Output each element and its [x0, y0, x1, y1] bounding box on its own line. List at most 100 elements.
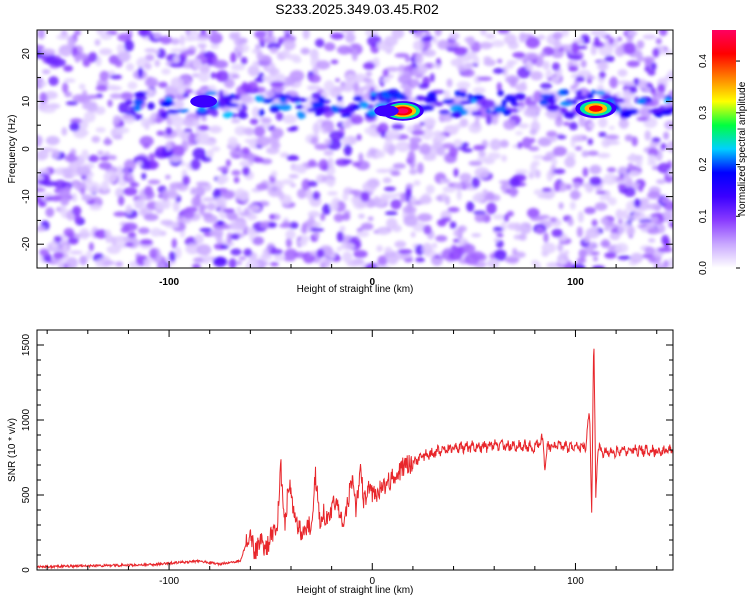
- heatmap-blob: [100, 180, 110, 192]
- y-tick-label: -10: [21, 189, 32, 204]
- heatmap-blob: [538, 214, 550, 220]
- heatmap-blob: [639, 197, 650, 203]
- heatmap-blob: [494, 249, 507, 261]
- heatmap-blob: [173, 55, 180, 64]
- heatmap-band-blob: [330, 105, 340, 113]
- heatmap-blob: [121, 113, 133, 120]
- heatmap-blob: [329, 200, 339, 212]
- heatmap-blob: [188, 30, 199, 37]
- heatmap-blob: [285, 229, 296, 240]
- heatmap-blob: [95, 127, 106, 133]
- heatmap-blob: [459, 172, 472, 183]
- heatmap-blob: [38, 168, 50, 175]
- heatmap-blob: [269, 262, 279, 267]
- heatmap-blob: [629, 153, 636, 162]
- heatmap-x-label: Height of straight line (km): [297, 284, 414, 295]
- heatmap-blob: [423, 117, 437, 127]
- heatmap-blob: [124, 242, 134, 247]
- heatmap-blob: [582, 167, 589, 178]
- heatmap-blob: [202, 212, 213, 219]
- heatmap-blob: [571, 134, 584, 143]
- heatmap-blob: [598, 131, 607, 138]
- heatmap-blob: [569, 201, 577, 210]
- heatmap-blob: [236, 260, 242, 265]
- heatmap-blob: [165, 141, 172, 151]
- heatmap-blob: [270, 81, 285, 88]
- heatmap-blob: [584, 207, 596, 215]
- heatmap-blob: [566, 183, 572, 190]
- heatmap-blob: [563, 121, 570, 127]
- heatmap-blob: [382, 177, 392, 184]
- y-tick-label: 1000: [21, 408, 32, 431]
- y-tick-label: 0: [21, 146, 32, 152]
- heatmap-blob: [515, 131, 523, 136]
- heatmap-blob: [269, 47, 279, 54]
- heatmap-band-blob: [434, 101, 444, 107]
- heatmap-blob: [192, 119, 200, 128]
- heatmap-blob: [125, 63, 135, 71]
- snr-background: [37, 330, 673, 570]
- heatmap-blob: [275, 112, 284, 121]
- heatmap-blob: [185, 30, 191, 37]
- heatmap-blob: [88, 52, 98, 63]
- heatmap-hot-spot: [374, 105, 399, 117]
- heatmap-blob: [375, 168, 391, 173]
- heatmap-blob: [54, 179, 67, 190]
- heatmap-blob: [576, 257, 587, 264]
- heatmap-blob: [647, 154, 656, 163]
- heatmap-band-blob: [452, 110, 463, 118]
- heatmap-band-blob: [424, 104, 435, 111]
- heatmap-blob: [649, 141, 658, 148]
- heatmap-blob: [386, 217, 398, 230]
- heatmap-blob: [301, 178, 311, 191]
- heatmap-band-blob: [648, 109, 661, 114]
- heatmap-blob: [56, 34, 71, 40]
- heatmap-blob: [236, 206, 242, 214]
- heatmap-blob: [633, 198, 641, 208]
- heatmap-band-blob: [258, 108, 265, 117]
- heatmap-blob: [556, 68, 562, 79]
- heatmap-blob: [197, 125, 210, 131]
- heatmap-blob: [224, 78, 235, 89]
- heatmap-blob: [307, 85, 316, 91]
- heatmap-blob: [117, 195, 125, 206]
- colorbar: 0.0 0.1 0.2 0.3 0.4 Normalized spectral ampl…: [698, 30, 748, 275]
- heatmap-blob: [412, 123, 423, 131]
- heatmap-hot-spot: [575, 99, 617, 119]
- heatmap-blob: [106, 245, 121, 255]
- heatmap-blob: [103, 171, 118, 183]
- heatmap-blob: [540, 82, 553, 90]
- heatmap-blob: [340, 242, 355, 251]
- heatmap-blob: [156, 48, 166, 59]
- y-tick-label: 500: [21, 486, 32, 503]
- heatmap-band-blob: [502, 109, 512, 116]
- heatmap-blob: [288, 221, 299, 229]
- heatmap-blob: [62, 167, 69, 174]
- heatmap-blob: [322, 203, 332, 215]
- heatmap-blob: [529, 128, 537, 136]
- heatmap-blob: [95, 84, 109, 92]
- heatmap-band-blob: [166, 109, 180, 115]
- heatmap-blob: [235, 43, 250, 53]
- heatmap-band-blob: [217, 99, 228, 108]
- heatmap-blob: [308, 74, 321, 83]
- colorbar-tick-label: 0.4: [698, 54, 709, 68]
- heatmap-blob: [149, 248, 158, 260]
- heatmap-blob: [143, 258, 152, 268]
- heatmap-blob: [387, 144, 396, 156]
- heatmap-blob: [472, 87, 486, 94]
- heatmap-blob: [468, 160, 483, 166]
- heatmap-band-blob: [663, 97, 671, 104]
- heatmap-blob: [352, 161, 361, 167]
- heatmap-blob: [591, 219, 598, 227]
- heatmap-band-blob: [261, 98, 274, 104]
- heatmap-blob: [285, 54, 301, 61]
- heatmap-blob: [116, 43, 125, 54]
- heatmap-blob: [623, 172, 629, 183]
- heatmap-blob: [247, 65, 260, 77]
- heatmap-band-blob: [160, 99, 175, 107]
- heatmap-blob: [345, 32, 356, 44]
- heatmap-blob: [53, 251, 64, 260]
- heatmap-blob: [261, 75, 270, 82]
- heatmap-blob: [215, 70, 229, 83]
